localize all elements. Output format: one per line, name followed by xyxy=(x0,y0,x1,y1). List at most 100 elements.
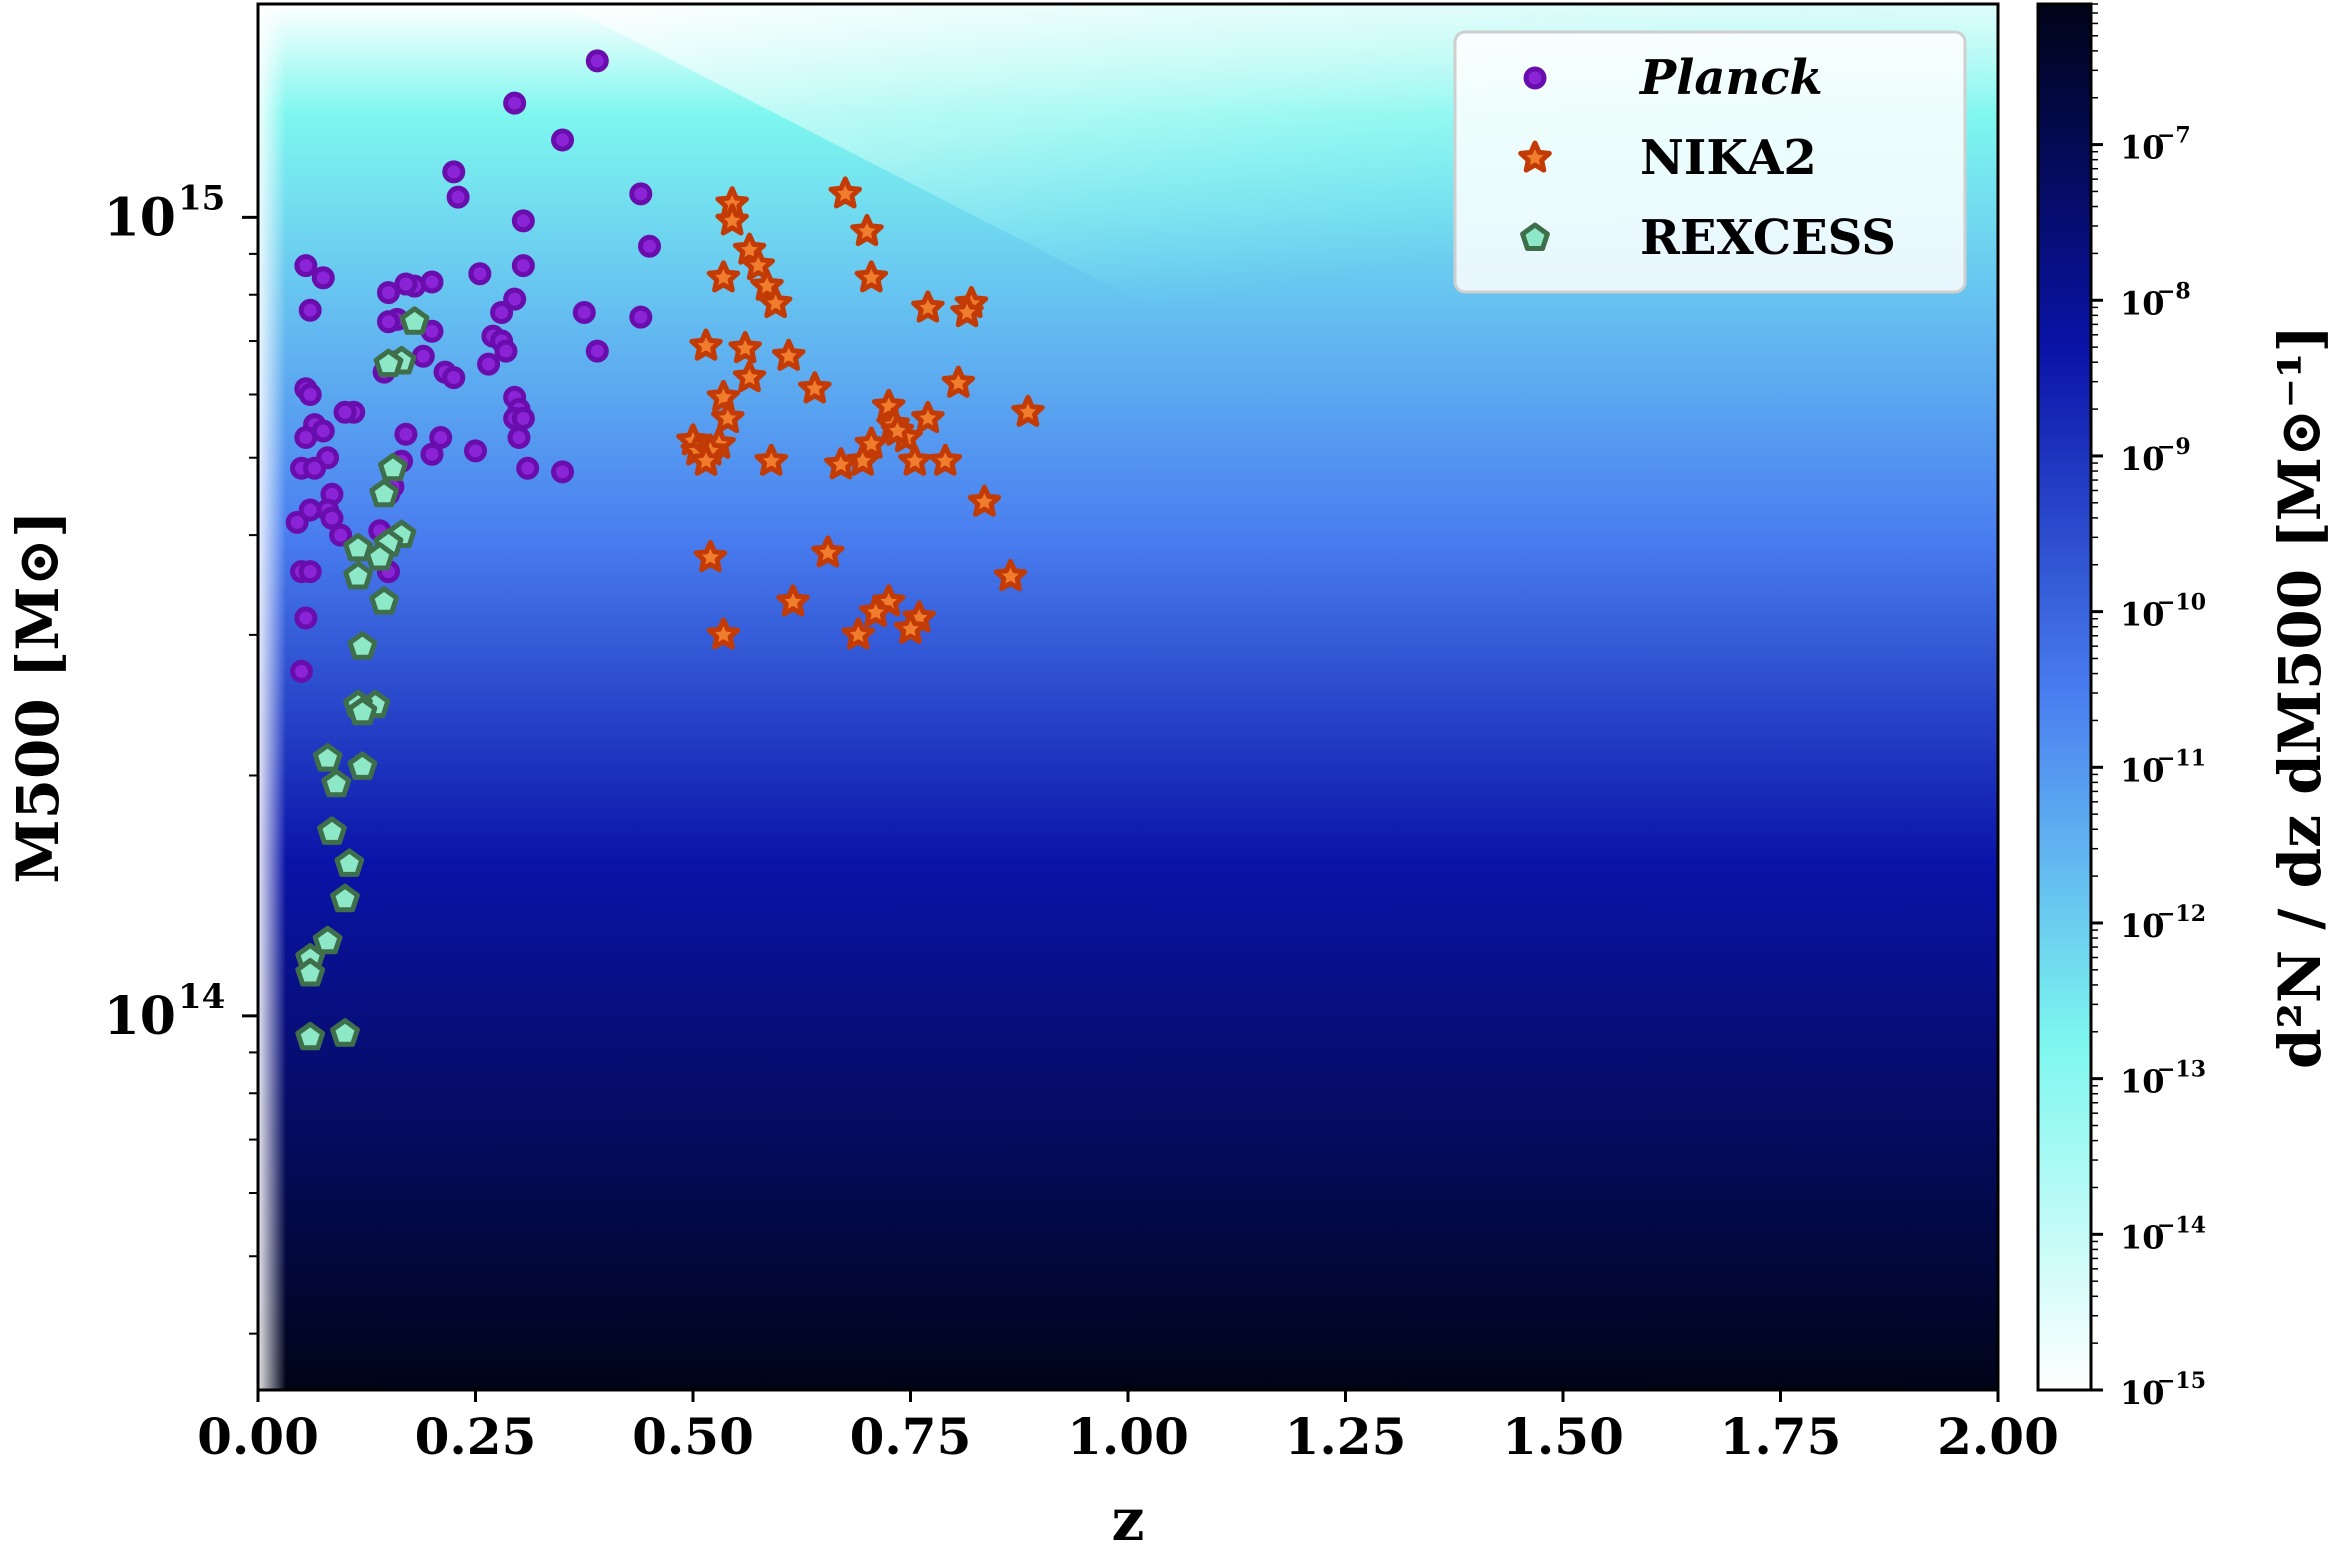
series-rexcess xyxy=(295,306,430,1051)
legend-marker-rexcess xyxy=(1520,222,1550,251)
point-nika2 xyxy=(911,400,945,434)
legend-marker-planck xyxy=(1523,66,1547,90)
colorbar-tick-label-exponent: −9 xyxy=(2157,434,2191,460)
x-axis-label: z xyxy=(1112,1486,1145,1545)
point-nika2 xyxy=(732,360,767,393)
point-nika2 xyxy=(828,176,862,209)
point-nika2 xyxy=(706,379,741,412)
x-tick-label: 0.50 xyxy=(632,1407,754,1466)
colorbar-tick-label: 10 xyxy=(2120,907,2165,945)
point-planck xyxy=(516,456,540,480)
point-nika2 xyxy=(689,443,723,476)
colorbar-tick-label-exponent: −11 xyxy=(2157,745,2206,771)
point-planck xyxy=(503,91,527,115)
point-nika2 xyxy=(967,484,1002,517)
point-nika2 xyxy=(993,559,1028,592)
colorbar-tick-label: 10 xyxy=(2120,129,2165,167)
point-nika2 xyxy=(941,365,976,398)
point-nika2 xyxy=(858,595,893,628)
point-nika2 xyxy=(824,447,858,480)
point-nika2 xyxy=(693,540,728,573)
point-nika2 xyxy=(711,400,745,434)
point-planck xyxy=(629,305,653,329)
y-tick-label-exponent: 15 xyxy=(178,178,225,218)
point-planck xyxy=(333,400,357,424)
point-rexcess xyxy=(347,631,378,660)
point-planck xyxy=(303,456,327,480)
point-planck xyxy=(585,49,609,73)
colorbar-tick-label: 10 xyxy=(2120,1218,2165,1256)
point-planck xyxy=(638,234,661,258)
point-planck xyxy=(285,510,309,534)
point-rexcess xyxy=(330,1018,360,1047)
x-tick-label: 2.00 xyxy=(1937,1407,2059,1466)
colorbar-tick-label: 10 xyxy=(2120,440,2165,478)
point-nika2 xyxy=(754,443,789,476)
point-rexcess xyxy=(321,768,352,798)
point-planck xyxy=(511,254,535,278)
colorbar-tick-label: 10 xyxy=(2120,1374,2165,1412)
colorbar-tick-label: 10 xyxy=(2120,284,2165,322)
point-planck xyxy=(494,339,518,363)
point-rexcess xyxy=(347,751,378,780)
point-nika2 xyxy=(911,290,945,323)
point-planck xyxy=(377,281,400,305)
point-planck xyxy=(503,287,527,311)
point-nika2 xyxy=(689,328,723,361)
point-nika2 xyxy=(706,617,741,650)
colorbar-gradient xyxy=(2038,4,2091,1390)
colorbar-tick-label: 10 xyxy=(2120,751,2165,789)
y-tick-label: 10 xyxy=(104,187,176,248)
point-planck xyxy=(585,339,609,363)
point-rexcess xyxy=(334,848,365,877)
colorbar-tick-label: 10 xyxy=(2120,596,2165,634)
point-planck xyxy=(446,185,470,209)
point-rexcess xyxy=(373,348,404,378)
colorbar-tick-label-exponent: −7 xyxy=(2157,123,2191,149)
point-nika2 xyxy=(715,203,749,236)
colorbar-tick-label-exponent: −14 xyxy=(2157,1212,2206,1238)
colorbar-tick-label-exponent: −8 xyxy=(2157,278,2191,304)
colorbar-tick-label-exponent: −13 xyxy=(2157,1057,2206,1083)
colorbar-tick-label: 10 xyxy=(2120,1063,2165,1101)
point-planck xyxy=(294,606,318,630)
point-planck xyxy=(311,266,335,290)
point-planck xyxy=(377,310,400,334)
point-rexcess xyxy=(347,696,378,726)
x-tick-label: 1.50 xyxy=(1502,1407,1624,1466)
point-nika2 xyxy=(850,214,884,247)
point-nika2 xyxy=(950,295,984,328)
point-planck xyxy=(511,406,535,430)
point-rexcess xyxy=(378,452,408,482)
point-planck xyxy=(551,128,574,152)
point-planck xyxy=(411,344,435,368)
point-nika2 xyxy=(776,584,810,617)
point-planck xyxy=(442,366,466,390)
point-planck xyxy=(420,442,444,466)
point-nika2 xyxy=(758,286,793,319)
colorbar-label-text: d²N / dz dM500 [M⊙⁻¹] xyxy=(2266,325,2334,1069)
point-rexcess xyxy=(317,816,347,845)
point-planck xyxy=(468,262,492,286)
legend-label-planck: Planck xyxy=(1638,50,1823,106)
point-planck xyxy=(394,422,418,446)
point-nika2 xyxy=(811,535,845,568)
colorbar-frame xyxy=(2036,2,2093,1392)
point-nika2 xyxy=(841,617,876,650)
x-tick-label: 1.75 xyxy=(1720,1407,1842,1466)
x-tick-label: 0.75 xyxy=(850,1407,972,1466)
x-tick-label: 1.00 xyxy=(1067,1407,1189,1466)
point-nika2 xyxy=(798,371,832,404)
y-axis-label: M500 [M⊙] xyxy=(4,510,72,883)
point-rexcess xyxy=(312,743,343,772)
point-planck xyxy=(507,426,531,450)
point-planck xyxy=(511,209,535,233)
point-rexcess xyxy=(343,532,373,562)
point-rexcess xyxy=(295,1021,326,1051)
series-planck xyxy=(285,49,661,683)
colorbar-ticks: 10−1510−1410−1310−1210−1110−1010−910−810… xyxy=(2091,3,2206,1412)
point-rexcess xyxy=(343,561,373,590)
density-left-edge xyxy=(258,4,286,1390)
